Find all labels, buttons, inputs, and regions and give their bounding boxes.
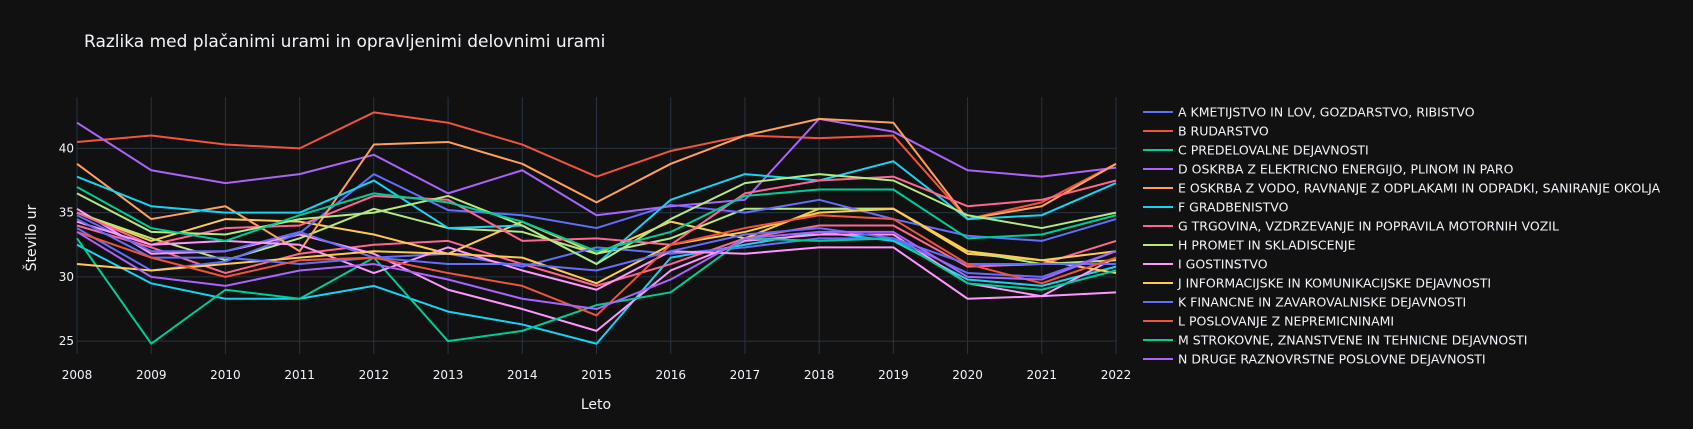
legend-item[interactable]: N DRUGE RAZNOVRSTNE POSLOVNE DEJAVNOSTI bbox=[1143, 352, 1486, 367]
legend-item[interactable]: G TRGOVINA, VZDRZEVANJE IN POPRAVILA MOT… bbox=[1143, 219, 1559, 234]
x-tick-label: 2013 bbox=[433, 368, 464, 382]
series-line bbox=[76, 117, 1117, 217]
legend-label: L POSLOVANJE Z NEPREMICNINAMI bbox=[1178, 314, 1394, 329]
legend-label: I GOSTINSTVO bbox=[1178, 257, 1268, 272]
series-line bbox=[76, 117, 1117, 253]
y-axis-title: Število ur bbox=[22, 204, 40, 271]
legend-label: B RUDARSTVO bbox=[1178, 124, 1269, 139]
series-line bbox=[76, 186, 1117, 253]
legend-label: E OSKRBA Z VODO, RAVNANJE Z ODPLAKAMI IN… bbox=[1178, 181, 1661, 196]
x-tick-label: 2018 bbox=[804, 368, 835, 382]
legend-item[interactable]: K FINANCNE IN ZAVAROVALNISKE DEJAVNOSTI bbox=[1143, 295, 1466, 310]
y-tick-label: 40 bbox=[59, 141, 74, 155]
series-line bbox=[76, 220, 1117, 300]
legend-label: J INFORMACIJSKE IN KOMUNIKACIJSKE DEJAVN… bbox=[1177, 276, 1491, 291]
x-tick-label: 2008 bbox=[62, 368, 93, 382]
series-line bbox=[76, 224, 1117, 287]
legend-item[interactable]: H PROMET IN SKLADISCENJE bbox=[1143, 238, 1356, 253]
legend-label: G TRGOVINA, VZDRZEVANJE IN POPRAVILA MOT… bbox=[1178, 219, 1559, 234]
x-tick-label: 2014 bbox=[507, 368, 538, 382]
y-tick-label: 35 bbox=[59, 206, 74, 220]
legend-item[interactable]: D OSKRBA Z ELEKTRICNO ENERGIJO, PLINOM I… bbox=[1143, 162, 1514, 177]
series-line bbox=[76, 175, 1117, 246]
series-line bbox=[76, 111, 1117, 221]
x-tick-label: 2012 bbox=[359, 368, 390, 382]
legend-label: F GRADBENISTVO bbox=[1178, 200, 1289, 215]
x-tick-label: 2015 bbox=[581, 368, 612, 382]
x-tick-label: 2011 bbox=[284, 368, 315, 382]
y-tick-label: 30 bbox=[59, 270, 74, 284]
legend-item[interactable]: C PREDELOVALNE DEJAVNOSTI bbox=[1143, 143, 1369, 158]
y-tick-label: 25 bbox=[59, 334, 74, 348]
x-axis-title: Leto bbox=[581, 397, 611, 413]
legend-label: M STROKOVNE, ZNANSTVENE IN TEHNICNE DEJA… bbox=[1178, 333, 1527, 348]
series-line bbox=[76, 173, 1117, 272]
legend: A KMETIJSTVO IN LOV, GOZDARSTVO, RIBISTV… bbox=[1143, 105, 1661, 367]
legend-item[interactable]: L POSLOVANJE Z NEPREMICNINAMI bbox=[1143, 314, 1394, 329]
legend-label: N DRUGE RAZNOVRSTNE POSLOVNE DEJAVNOSTI bbox=[1178, 352, 1486, 367]
series-line bbox=[76, 230, 1117, 311]
x-tick-label: 2022 bbox=[1101, 368, 1132, 382]
x-tick-label: 2009 bbox=[136, 368, 167, 382]
y-axis-ticks: 25 30 35 40 bbox=[59, 141, 74, 348]
series-line bbox=[76, 237, 1117, 345]
legend-item[interactable]: J INFORMACIJSKE IN KOMUNIKACIJSKE DEJAVN… bbox=[1143, 276, 1491, 291]
series-line bbox=[76, 207, 1117, 285]
legend-label: H PROMET IN SKLADISCENJE bbox=[1178, 238, 1356, 253]
series-lines bbox=[76, 111, 1117, 345]
chart-title: Razlika med plačanimi urami in opravljen… bbox=[84, 32, 605, 52]
x-tick-label: 2010 bbox=[210, 368, 241, 382]
legend-item[interactable]: F GRADBENISTVO bbox=[1143, 200, 1289, 215]
legend-label: D OSKRBA Z ELEKTRICNO ENERGIJO, PLINOM I… bbox=[1178, 162, 1514, 177]
x-axis-ticks: 2008 2009 2010 2011 2012 2013 2014 2015 2016 2017… bbox=[62, 368, 1132, 382]
legend-label: A KMETIJSTVO IN LOV, GOZDARSTVO, RIBISTV… bbox=[1178, 105, 1475, 120]
x-tick-label: 2016 bbox=[655, 368, 686, 382]
x-tick-label: 2020 bbox=[952, 368, 983, 382]
legend-label: C PREDELOVALNE DEJAVNOSTI bbox=[1178, 143, 1369, 158]
x-tick-label: 2017 bbox=[730, 368, 761, 382]
legend-item[interactable]: M STROKOVNE, ZNANSTVENE IN TEHNICNE DEJA… bbox=[1143, 333, 1527, 348]
legend-label: K FINANCNE IN ZAVAROVALNISKE DEJAVNOSTI bbox=[1178, 295, 1466, 310]
legend-item[interactable]: A KMETIJSTVO IN LOV, GOZDARSTVO, RIBISTV… bbox=[1143, 105, 1475, 120]
x-tick-label: 2019 bbox=[878, 368, 909, 382]
series-line bbox=[76, 214, 1117, 317]
series-line bbox=[76, 173, 1117, 266]
legend-item[interactable]: I GOSTINSTVO bbox=[1143, 257, 1268, 272]
legend-item[interactable]: E OSKRBA Z VODO, RAVNANJE Z ODPLAKAMI IN… bbox=[1143, 181, 1661, 196]
x-tick-label: 2021 bbox=[1027, 368, 1058, 382]
legend-item[interactable]: B RUDARSTVO bbox=[1143, 124, 1269, 139]
series-line bbox=[76, 214, 1116, 268]
